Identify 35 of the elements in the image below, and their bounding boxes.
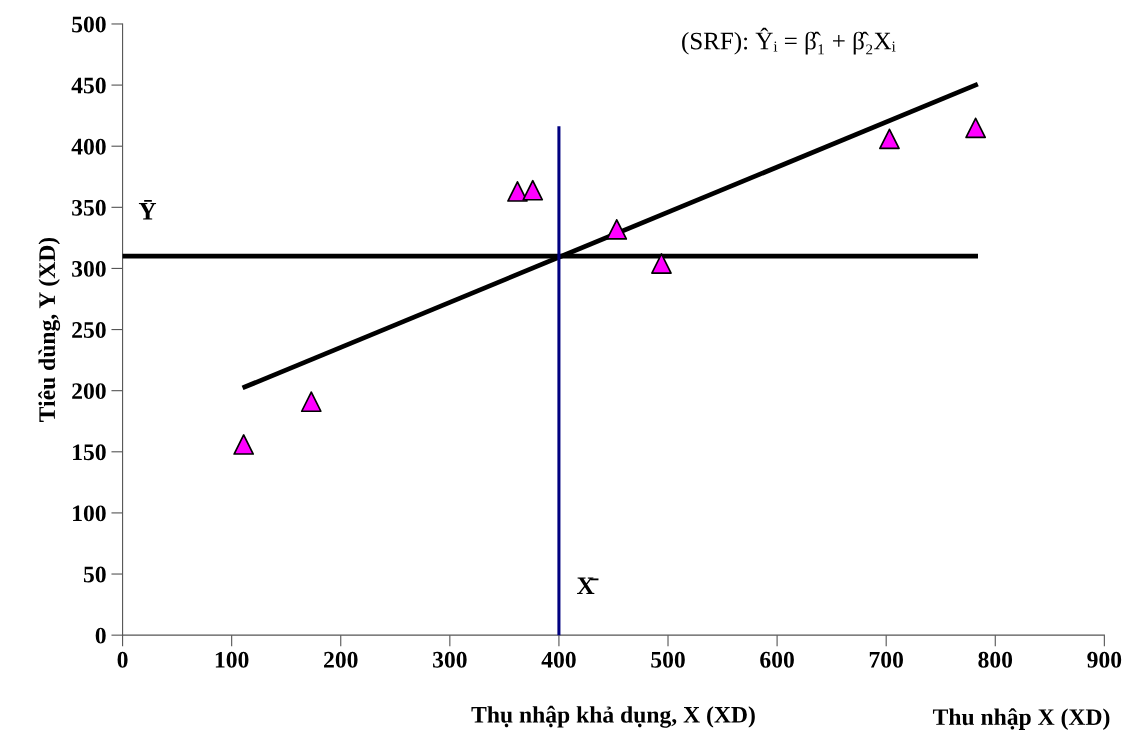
- y-tick-label: 100: [73, 505, 106, 522]
- x-tick-label: 400: [541, 651, 576, 668]
- annotation: X̄: [577, 577, 599, 594]
- x-tick-label: 700: [869, 651, 903, 668]
- y-tick-label: 350: [72, 199, 106, 216]
- y-tick-label: 200: [72, 383, 106, 400]
- y-axis-title: Tiêu dùng, Y (XD): [38, 237, 61, 422]
- point: [651, 253, 672, 274]
- x-tick-label: 100: [215, 651, 249, 668]
- y-tick-label: 150: [73, 444, 106, 461]
- x-tick-label: 300: [433, 651, 467, 668]
- point: [522, 179, 544, 201]
- annotation: Ȳ: [138, 199, 157, 220]
- point: [507, 181, 528, 202]
- y-tick-label: 250: [72, 322, 106, 338]
- point: [300, 391, 322, 413]
- point: [606, 218, 628, 240]
- x-axis-title: Thụ nhập khả dụng, X (XD): [471, 705, 755, 728]
- point: [879, 128, 900, 150]
- text: Thu nhập X (XD): [932, 708, 1110, 730]
- y-tick-label: 500: [72, 16, 106, 33]
- point: [233, 434, 255, 455]
- y-tick-label: 0: [95, 627, 106, 644]
- y-tick-label: 400: [71, 138, 106, 155]
- x-tick-label: 0: [117, 651, 128, 668]
- y-tick-label: 50: [83, 566, 106, 583]
- x-tick-label: 800: [978, 651, 1013, 668]
- y-tick-label: 300: [72, 260, 106, 277]
- annotation: (SRF): Ŷᵢ = β̂₁ + β̂₂Xᵢ: [682, 27, 896, 55]
- x-tick-label: 900: [1087, 651, 1122, 668]
- x-tick-label: 200: [324, 651, 358, 668]
- x-tick-label: 600: [760, 651, 794, 668]
- x-tick-label: 500: [651, 651, 685, 668]
- point: [965, 117, 987, 139]
- y-tick-label: 450: [71, 77, 106, 94]
